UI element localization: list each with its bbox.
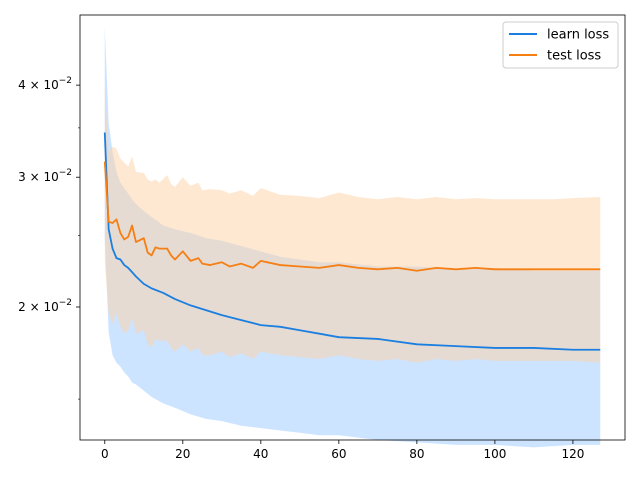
y-tick-label: 4 × 10−2 (18, 76, 72, 92)
legend-label-learn-loss: learn loss (547, 28, 609, 43)
y-tick-label: 3 × 10−2 (18, 168, 72, 184)
legend-label-test-loss: test loss (547, 49, 601, 64)
plot-frame (79, 14, 626, 441)
series-lines (103, 132, 601, 351)
x-tick-label: 100 (483, 447, 506, 461)
x-axis: 0 20 40 60 80 100 120 (101, 440, 584, 461)
y-axis: 2 × 10−2 3 × 10−2 4 × 10−2 (18, 76, 80, 400)
line-test-loss (103, 161, 601, 272)
legend: learn loss test loss (502, 21, 619, 69)
band-test-loss (104, 85, 601, 363)
x-tick-label: 0 (101, 447, 109, 461)
confidence-bands (104, 26, 601, 448)
x-tick-label: 120 (561, 447, 584, 461)
x-tick-label: 20 (175, 447, 190, 461)
x-tick-label: 60 (331, 447, 346, 461)
x-tick-label: 40 (253, 447, 268, 461)
line-learn-loss (103, 132, 601, 351)
x-tick-label: 80 (409, 447, 424, 461)
y-tick-label: 2 × 10−2 (18, 298, 72, 314)
